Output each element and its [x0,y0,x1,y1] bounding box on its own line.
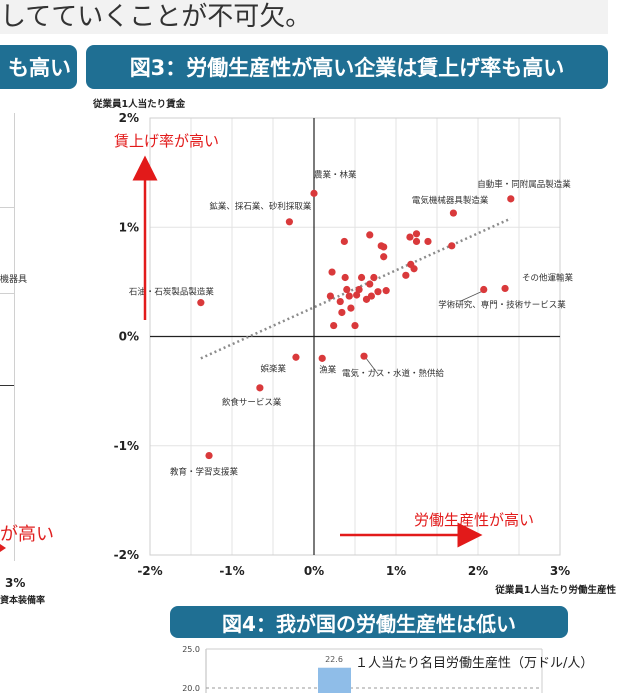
data-point [380,243,388,251]
data-point-labeled [480,285,488,294]
y-tick-label: -2% [114,548,139,562]
data-point-labeled [256,384,264,392]
data-point-labeled [360,352,368,360]
header-strip: してていくことが不可欠。 [0,0,608,34]
point-label: 石油・石炭製品製造業 [129,287,215,298]
data-point [338,308,346,317]
data-point [367,292,375,300]
data-point [366,280,374,288]
data-point [412,230,421,238]
point-label: 農業・林業 [314,169,357,180]
data-point-labeled [197,299,205,307]
point-label: 学術研究、専門・技術サービス業 [438,300,566,311]
point-label: 娯楽業 [260,363,286,374]
data-point [424,237,432,246]
y-tick-label: 1% [119,220,139,234]
data-point-labeled [501,284,509,293]
figure4-banner: 図4：我が国の労働生産性は低い [170,606,568,638]
left-chart-axis [0,385,14,386]
point-label: 自動車・同附属品製造業 [477,179,571,190]
data-points [197,189,515,460]
data-point [351,321,359,330]
x-tick-label: 3% [550,564,570,578]
fig4-legend: １人当たり名目労働生産性（万ドル/人） [355,655,593,671]
point-label: 鉱業、採石業、砂利採取業 [209,201,312,212]
point-label: 電気機械器具製造業 [412,195,489,206]
data-point [402,271,410,279]
left-chart-gridline [0,293,14,294]
data-point [406,233,414,241]
data-point [374,288,382,296]
data-point-labeled [292,353,300,361]
data-point [353,291,361,299]
x-tick-label: 1% [386,564,406,578]
fig4-bar [318,667,351,693]
left-chart-gridline [0,207,14,208]
data-point [380,253,388,261]
data-point [355,285,363,294]
data-point [343,285,351,294]
y-tick-label: 0% [119,330,139,344]
data-point-labeled [449,209,457,217]
data-point-labeled [318,354,326,362]
left-chart-axis-label: 資本装備率 [0,596,46,606]
data-point [345,292,353,300]
fig4-bar-label: 22.6 [325,655,343,664]
data-point [410,265,418,273]
y-tick-label: 2% [119,111,139,125]
fig4-y-tick: 25.0 [182,645,200,654]
data-point [357,273,366,282]
left-chart-frame [0,113,15,561]
y-direction-annotation: 賃上げ率が高い [114,132,219,150]
data-point [412,237,421,246]
x-axis-title: 従業員1人当たり労働生産性 [494,584,616,596]
x-tick-label: -2% [137,564,162,578]
leader-line [365,357,379,375]
leader-lines [365,291,482,375]
data-point [330,321,338,330]
point-label: 漁業 [319,364,337,375]
y-tick-label: -1% [114,439,139,453]
y-axis-title: 従業員1人当たり賃金 [92,98,186,110]
left-chart-annotation: が高い [0,524,54,545]
figure3-title: 図3：労働生産性が高い企業は賃上げ率も高い [129,56,565,80]
tick-labels: -2% -1% 0% 1% 2% 3% -2% -1% 0% 1% 2% [114,111,571,578]
data-point [341,273,349,282]
point-label: 電気・ガス・水道・熱供給 [342,368,445,379]
data-point-labeled [205,451,213,460]
leader-line [459,291,482,302]
figure4-title: 図4：我が国の労働生産性は低い [222,611,516,636]
data-point [366,231,374,239]
x-tick-label: 0% [304,564,324,578]
left-chart-label: 機器具 [0,275,28,285]
fig4-y-tick: 20.0 [182,684,200,693]
data-point [448,242,456,250]
data-point [370,273,378,282]
data-point [336,297,344,306]
x-tick-label: -1% [219,564,244,578]
left-figure-banner: も高い [0,45,77,89]
data-point [382,287,390,295]
point-label: 教育・学習支援業 [170,467,239,478]
data-point-labeled [310,189,318,197]
data-point [328,268,336,276]
data-point-labeled [507,195,515,203]
data-point [347,304,355,312]
x-direction-annotation: 労働生産性が高い [414,511,534,529]
figure3-banner: 図3：労働生産性が高い企業は賃上げ率も高い [86,45,608,89]
left-chart-tick: 3% [5,576,26,590]
header-text: してていくことが不可欠。 [0,2,312,32]
point-label: 飲食サービス業 [222,397,282,408]
data-point [326,292,334,300]
data-point-labeled [285,218,293,226]
left-chart-arrowhead [0,544,6,552]
data-point [340,237,348,246]
point-label: その他運輸業 [522,272,574,283]
left-banner-text: も高い [8,56,71,80]
x-tick-label: 2% [468,564,488,578]
